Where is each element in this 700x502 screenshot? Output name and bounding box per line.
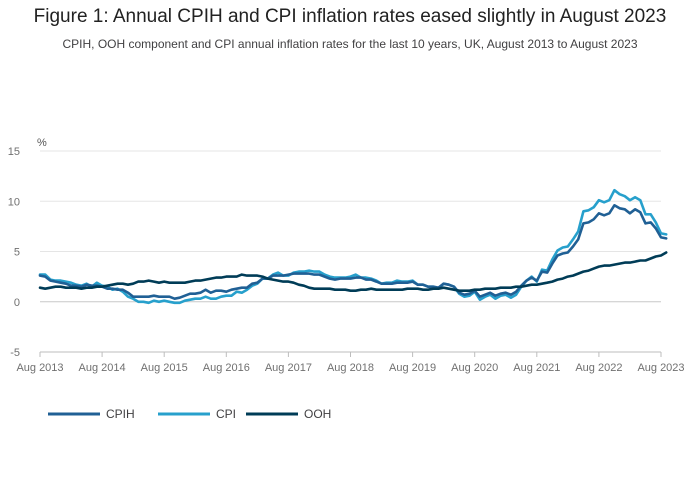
series-line-cpih — [38, 204, 668, 300]
legend-label: CPI — [216, 407, 236, 421]
legend[interactable]: CPIH CPI OOH — [48, 407, 331, 421]
series-line-ooh — [38, 251, 668, 292]
legend-item-cpih[interactable]: CPIH — [48, 407, 135, 421]
x-tick-label: Aug 2020 — [451, 362, 498, 374]
series-lines — [38, 188, 668, 305]
x-tick-label: Aug 2021 — [513, 362, 560, 374]
legend-label: OOH — [304, 407, 331, 421]
x-tick-label: Aug 2013 — [16, 362, 63, 374]
chart-title: Figure 1: Annual CPIH and CPI inflation … — [33, 6, 667, 27]
x-axis: Aug 2013 Aug 2014 Aug 2015 Aug 2016 Aug 2017… — [16, 351, 685, 374]
y-tick-label: 0 — [14, 297, 20, 309]
series-line-cpi — [38, 188, 668, 305]
y-axis-unit-label: % — [37, 137, 47, 149]
x-tick-label: Aug 2016 — [203, 362, 250, 374]
y-tick-label: 5 — [14, 247, 20, 259]
y-axis: -5 0 5 10 15 — [8, 146, 20, 359]
x-tick-label: Aug 2023 — [637, 362, 684, 374]
x-tick-label: Aug 2018 — [327, 362, 374, 374]
x-tick-label: Aug 2017 — [265, 362, 312, 374]
x-tick-label: Aug 2015 — [141, 362, 188, 374]
y-tick-label: -5 — [10, 347, 20, 359]
x-tick-label: Aug 2022 — [575, 362, 622, 374]
legend-label: CPIH — [106, 407, 135, 421]
y-tick-label: 15 — [8, 146, 20, 158]
chart-subtitle: CPIH, OOH component and CPI annual infla… — [62, 37, 638, 51]
y-tick-label: 10 — [8, 196, 20, 208]
x-tick-label: Aug 2014 — [79, 362, 126, 374]
legend-item-ooh[interactable]: OOH — [246, 407, 331, 421]
legend-item-cpi[interactable]: CPI — [158, 407, 236, 421]
x-tick-label: Aug 2019 — [389, 362, 436, 374]
